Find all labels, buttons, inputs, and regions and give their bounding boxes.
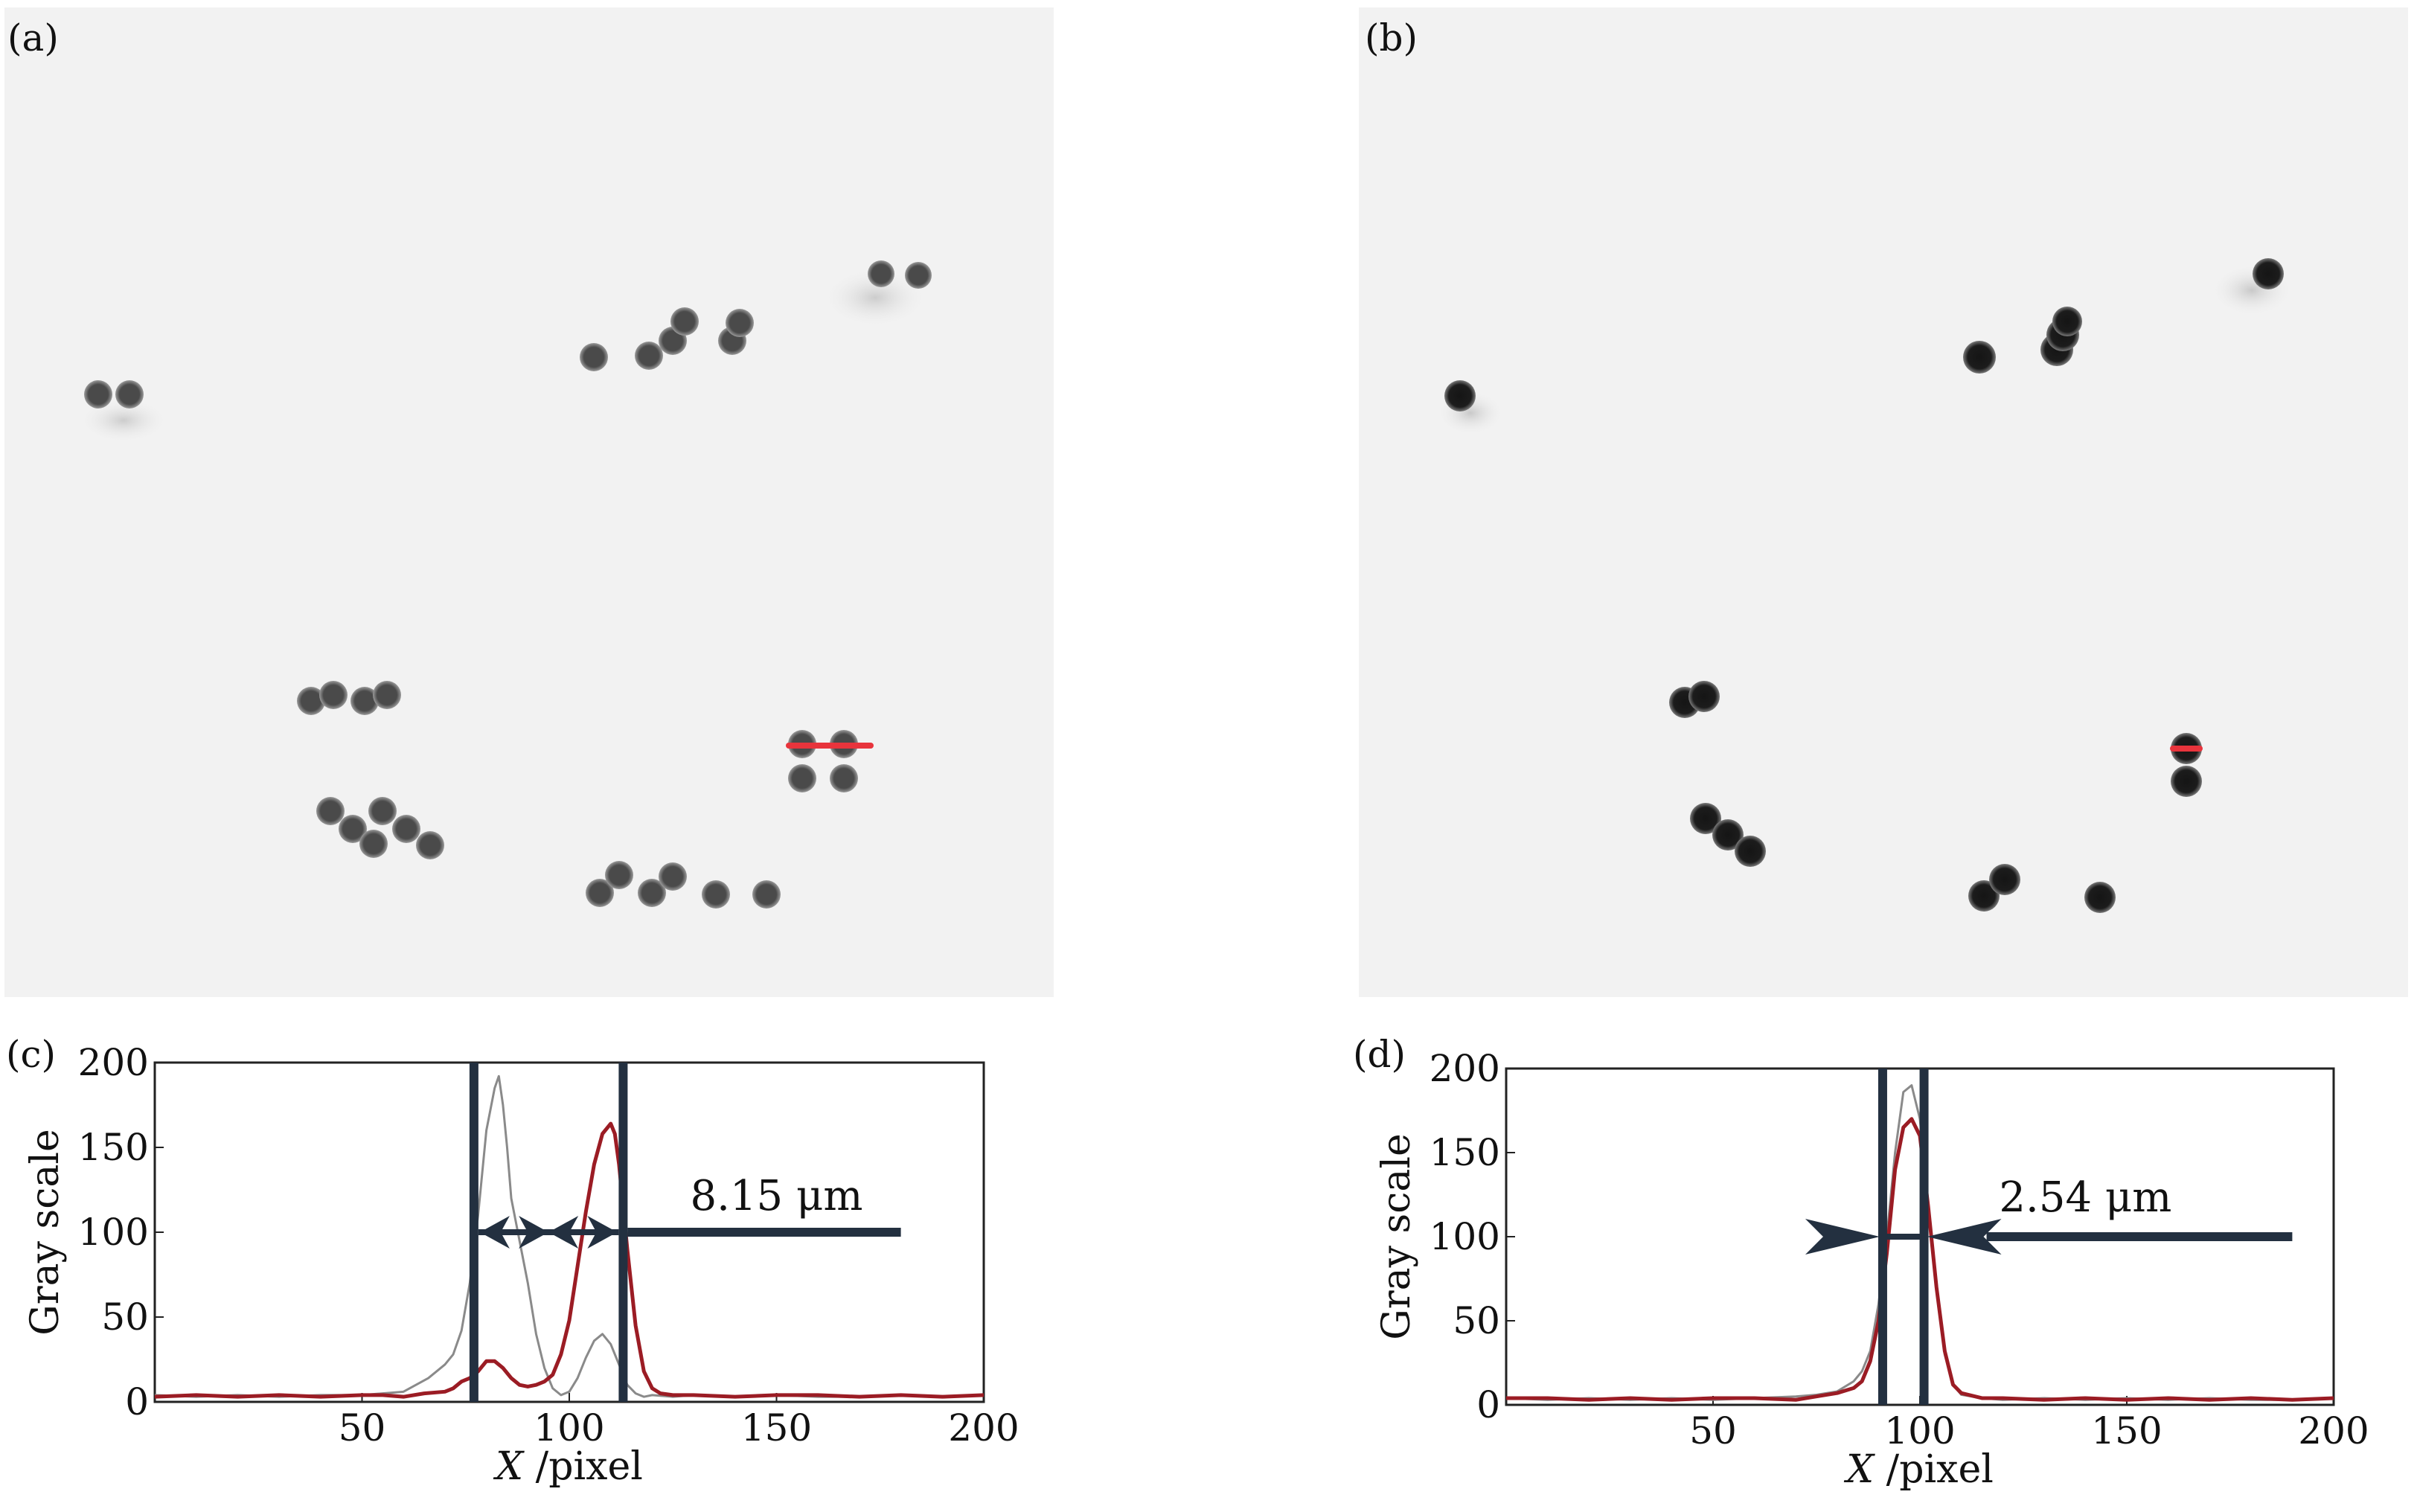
x-tick-label: 200 [2298,1409,2369,1452]
fwhm-annotation: 2.54 μm [1999,1173,2171,1222]
bead-cluster-top-center [1963,307,2082,374]
fwhm-annotation: 8.15 μm [691,1172,863,1220]
x-tick-label: 150 [741,1406,812,1449]
panel-label-d: (d) [1353,1033,1406,1076]
x-axis-variable: X [1843,1447,1875,1492]
bead-cluster-lower-left [1669,681,1720,718]
x-tick-label: 150 [2091,1409,2162,1452]
bead-cluster-lower-left [297,681,401,715]
panel-label-a: (a) [7,16,59,60]
y-tick-label: 100 [1430,1215,1500,1258]
panel-label-c: (c) [6,1033,56,1076]
bead-left [1437,380,1504,435]
x-tick-label: 50 [339,1406,386,1449]
x-axis-label: X /pixel [493,1444,643,1489]
bead-cluster-bottom-center [586,861,781,909]
bead-cluster-left [79,380,168,443]
y-axis-label: Gray scale [1374,1133,1419,1340]
arrow-head [548,1216,579,1249]
image-background [1359,7,2408,997]
y-tick-label: 200 [1430,1047,1500,1090]
microscope-image-b: (b) [1359,7,2408,997]
bead-cluster-bottom-center [1968,864,2116,913]
profile-plot-d: 50 100 150 200 0 50 100 150 200 X /pixel Gray scal… [1374,1047,2369,1492]
profile-plot-c: 50 100 150 200 0 50 100 150 200 X /pixel Gray scal… [23,1042,1019,1489]
y-tick-label: 200 [78,1042,149,1084]
y-tick-label: 50 [1453,1299,1500,1342]
bead-cluster-lower-left-2 [316,797,444,859]
profile-line-red [1506,1117,2334,1402]
microscope-image-a: (a) [4,7,1054,997]
panel-label-d-wrap: (d) [1353,1033,1406,1076]
panel-label-c-wrap: (c) [6,1033,56,1076]
y-tick-label: 100 [78,1211,149,1254]
panel-label-b: (b) [1365,16,1418,60]
arrow-head [519,1216,549,1249]
x-tick-label: 100 [1884,1409,1955,1452]
bead-cluster-top-right [823,260,932,327]
arrow-head [587,1216,618,1249]
y-tick-label: 150 [1430,1131,1500,1174]
x-axis-variable: X [493,1444,525,1489]
arrow-head [479,1216,510,1249]
y-tick-label: 0 [1476,1383,1500,1426]
y-tick-label: 50 [101,1295,149,1339]
y-tick-label: 150 [78,1126,149,1169]
bead-top-right [2211,258,2293,316]
x-axis-label: X /pixel [1843,1447,1994,1492]
bead-cluster-lower-left-2 [1690,803,1766,867]
y-tick-label: 0 [125,1380,149,1423]
x-tick-label: 200 [948,1406,1019,1449]
bead-cluster-top-center [580,307,754,371]
arrow-head-left [1805,1219,1880,1255]
arrow-head-right [1927,1219,2002,1255]
x-tick-label: 100 [534,1406,604,1449]
x-tick-label: 50 [1689,1409,1737,1452]
image-background [4,7,1054,997]
x-axis-unit: /pixel [1874,1447,1994,1492]
profile-line-red [154,1121,985,1399]
x-axis-unit: /pixel [523,1444,643,1489]
y-axis-label: Gray scale [23,1129,68,1336]
